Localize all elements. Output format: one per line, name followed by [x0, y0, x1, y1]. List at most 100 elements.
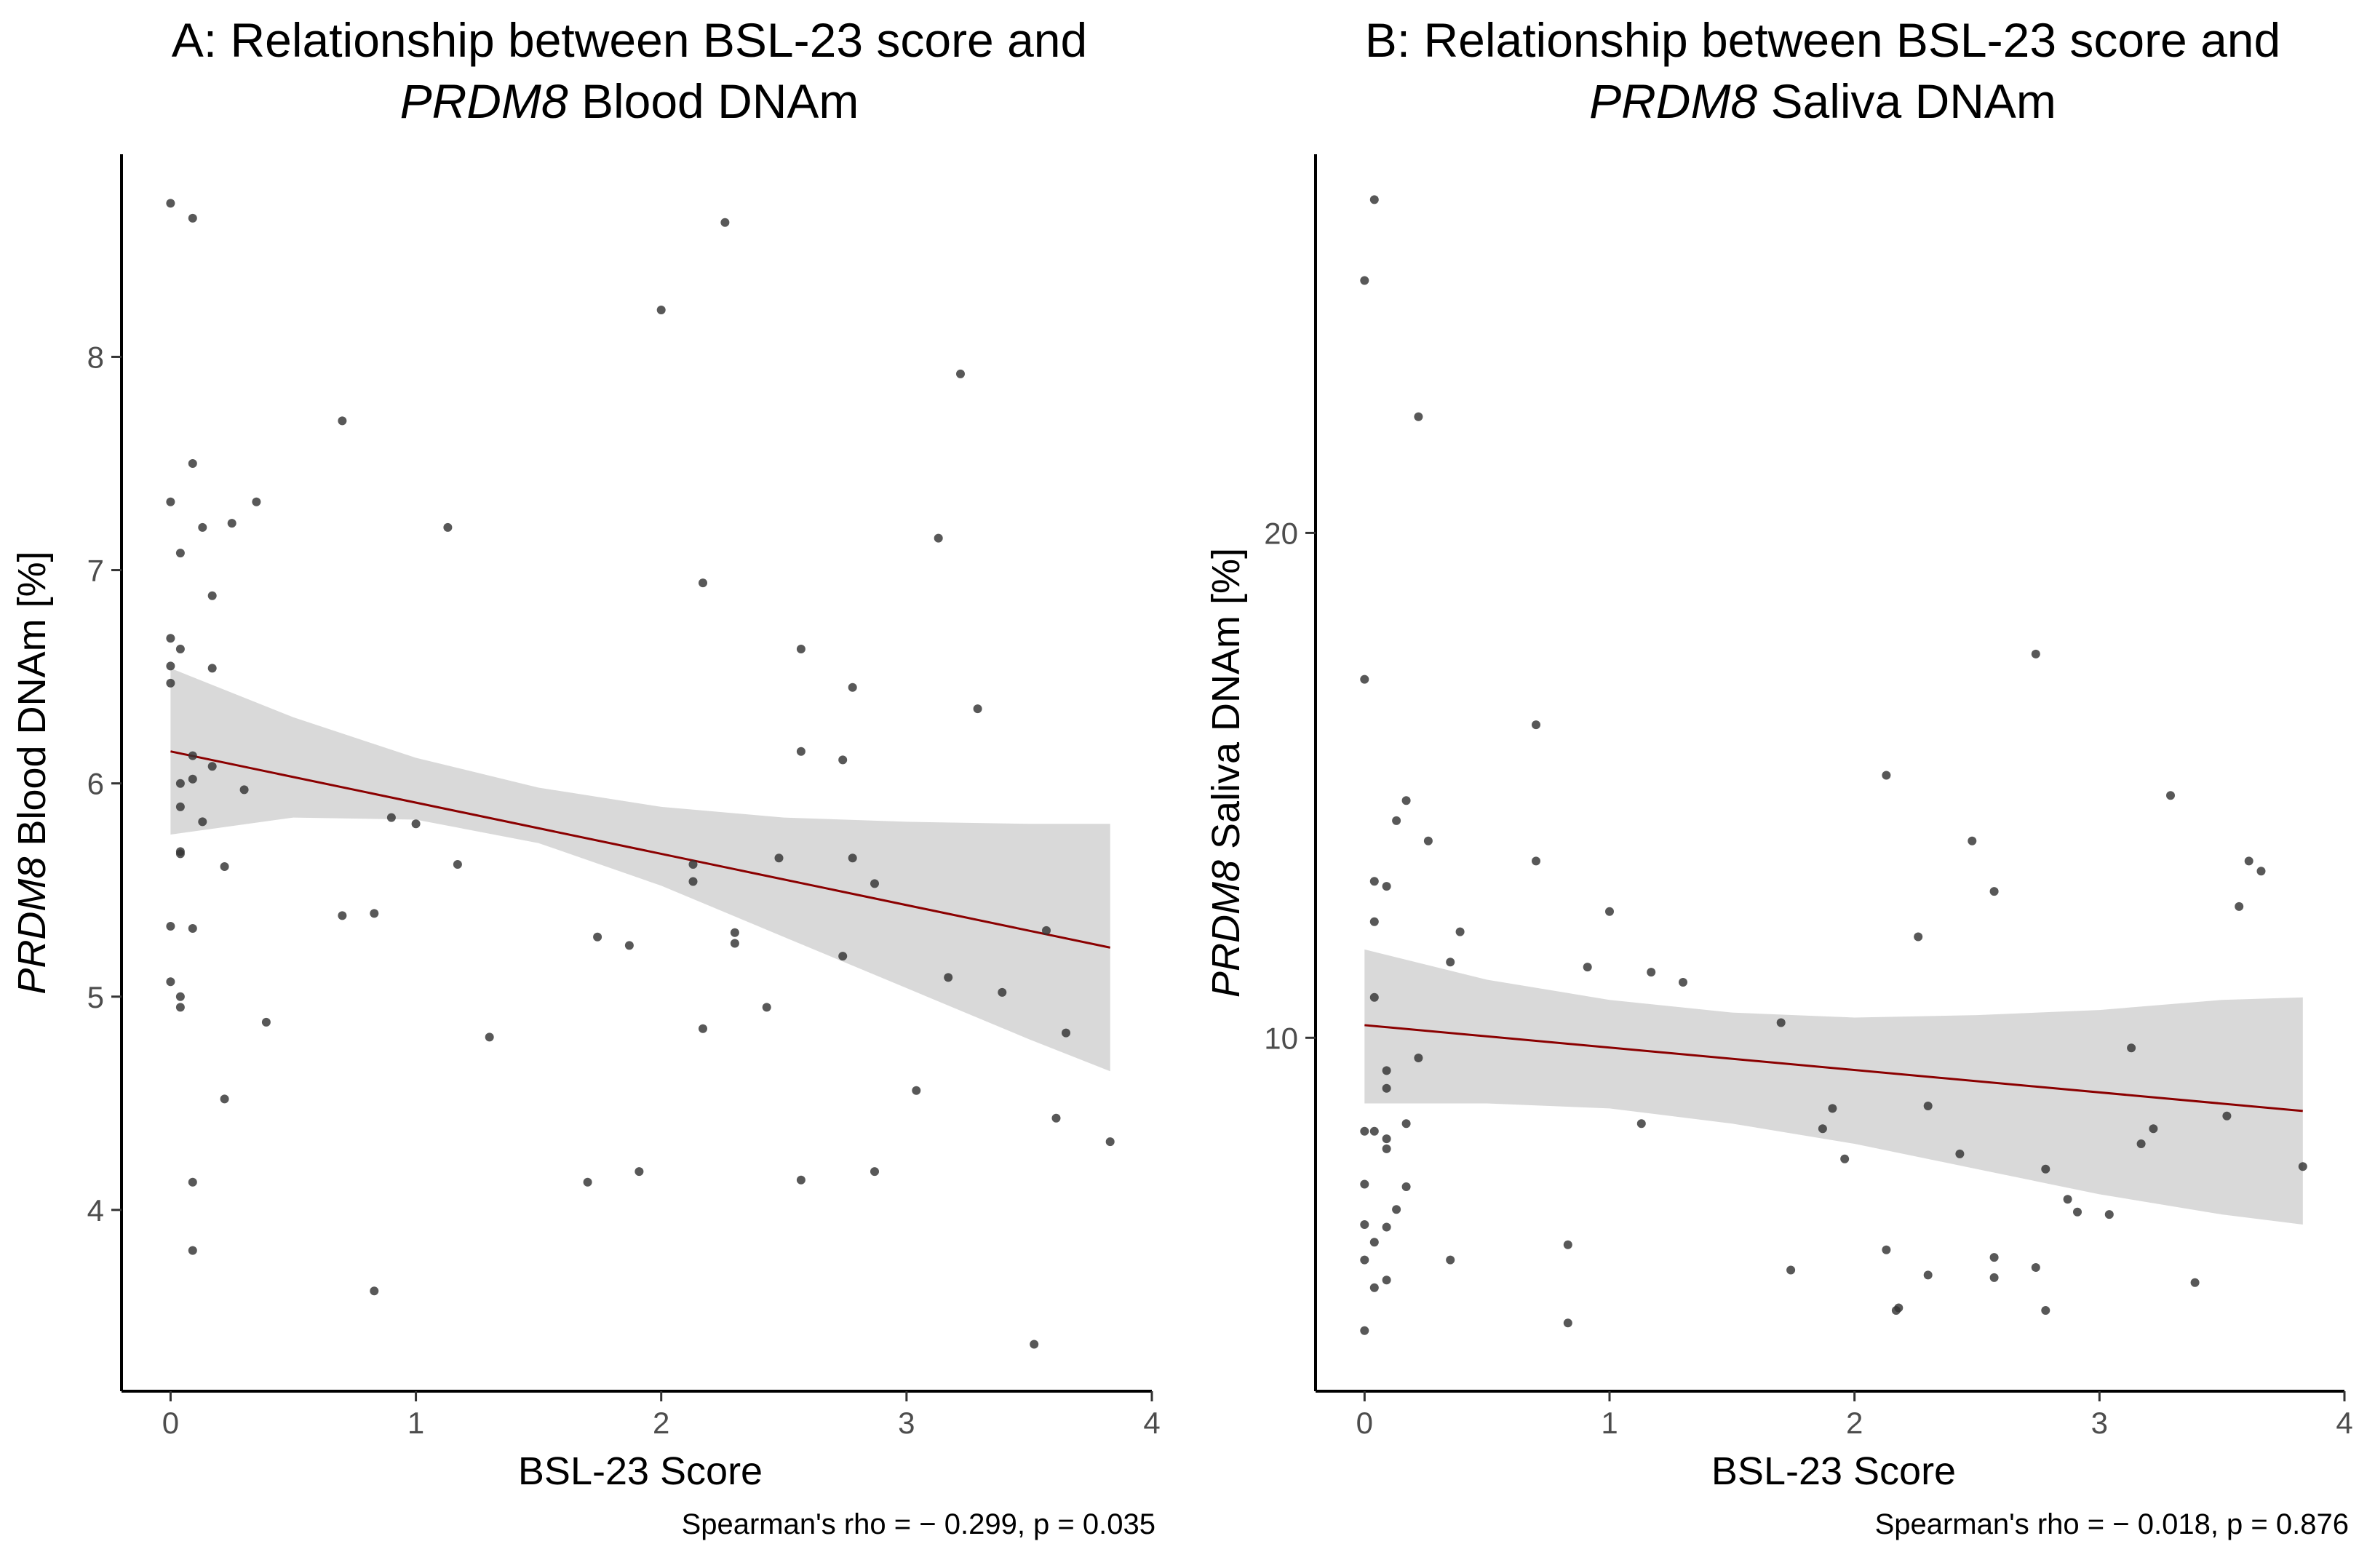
panel-a-x-axis-label: BSL-23 Score — [518, 1449, 763, 1493]
data-point — [2073, 1207, 2082, 1217]
x-tick-label: 2 — [653, 1406, 669, 1440]
data-point — [1369, 1238, 1379, 1247]
data-point — [1882, 771, 1891, 780]
data-point — [1818, 1124, 1827, 1134]
data-point — [870, 879, 879, 888]
data-point — [1360, 1326, 1369, 1335]
data-point — [166, 634, 175, 643]
data-point — [1828, 1104, 1837, 1113]
panel-b-caption: Spearman's rho = − 0.018, p = 0.876 — [1875, 1508, 2349, 1540]
data-point — [239, 785, 249, 795]
panel-a-caption: Spearman's rho = − 0.299, p = 0.035 — [682, 1508, 1155, 1540]
panel-a: A: Relationship between BSL-23 score and… — [10, 13, 1161, 1540]
data-point — [207, 664, 217, 673]
data-point — [1382, 882, 1391, 891]
data-point — [1914, 932, 1923, 942]
panel-b-fit-line — [1364, 1024, 2303, 1113]
data-point — [166, 678, 175, 688]
data-point — [2031, 1263, 2040, 1272]
data-point — [1392, 816, 1401, 825]
data-point — [848, 682, 857, 692]
data-point — [2136, 1139, 2146, 1148]
panel-b-y-axis-gene: PRDM8 — [1204, 860, 1248, 998]
data-point — [656, 306, 666, 314]
data-point — [1583, 963, 1592, 972]
data-point — [1382, 1083, 1391, 1093]
data-point — [1360, 1179, 1369, 1189]
panel-b-title-rest: Saliva DNAm — [1757, 74, 2056, 128]
data-point — [1563, 1318, 1572, 1328]
data-point — [1446, 1255, 1455, 1265]
data-point — [485, 1032, 494, 1042]
panel-b-y-axis-label: PRDM8 Saliva DNAm [%] — [1204, 548, 1248, 998]
panel-b-confidence-band — [1364, 949, 2303, 1225]
data-point — [188, 213, 197, 223]
data-point — [624, 941, 634, 950]
data-point — [583, 1177, 592, 1187]
y-tick-label: 10 — [1264, 1021, 1298, 1055]
data-point — [2127, 1043, 2136, 1053]
data-point — [1360, 1255, 1369, 1265]
x-tick-label: 3 — [898, 1406, 915, 1440]
data-point — [774, 853, 784, 863]
data-point — [1455, 927, 1465, 936]
data-point — [1923, 1102, 1933, 1110]
x-tick-label: 0 — [1356, 1406, 1373, 1440]
data-point — [634, 1167, 644, 1177]
data-point — [1423, 836, 1433, 845]
data-point — [1414, 1054, 1423, 1062]
data-point — [688, 860, 698, 869]
data-point — [1382, 1144, 1391, 1153]
data-point — [912, 1086, 921, 1095]
data-point — [411, 819, 421, 829]
panel-b-title-line2: PRDM8 Saliva DNAm — [1589, 74, 2056, 128]
x-tick-label: 1 — [1601, 1406, 1618, 1440]
data-point — [1042, 926, 1051, 935]
data-point — [198, 817, 207, 827]
data-point — [1392, 1205, 1401, 1214]
panel-a-title-rest: Blood DNAm — [568, 74, 859, 128]
panel-a-y-axis-label: PRDM8 Blood DNAm [%] — [10, 551, 54, 994]
y-tick-label: 5 — [87, 980, 104, 1014]
data-point — [796, 747, 805, 756]
data-point — [730, 928, 739, 937]
data-point — [1369, 917, 1379, 926]
panel-b-y-axis-rest: Saliva DNAm [%] — [1204, 548, 1248, 860]
data-point — [973, 704, 982, 714]
data-point — [1786, 1265, 1796, 1275]
panel-a-title-line2: PRDM8 Blood DNAm — [400, 74, 859, 128]
x-tick-label: 4 — [1143, 1406, 1160, 1440]
panel-b-ticks: 0 1 2 3 4 10 20 — [1264, 516, 2352, 1440]
data-point — [1369, 877, 1379, 886]
data-point — [1446, 958, 1455, 967]
data-point — [166, 199, 175, 208]
data-point — [1360, 1126, 1369, 1136]
data-point — [207, 762, 217, 771]
data-point — [175, 992, 185, 1001]
data-point — [730, 939, 739, 948]
data-point — [934, 533, 943, 543]
data-point — [944, 973, 953, 982]
data-point — [338, 911, 347, 920]
data-point — [1401, 1119, 1411, 1129]
data-point — [1636, 1119, 1646, 1129]
panel-b-title-gene: PRDM8 — [1589, 74, 1757, 128]
data-point — [796, 1175, 805, 1185]
data-point — [175, 779, 185, 788]
y-tick-label: 7 — [87, 554, 104, 588]
data-point — [956, 369, 965, 378]
data-point — [443, 522, 453, 532]
data-point — [1989, 1253, 1999, 1262]
data-point — [1401, 1182, 1411, 1191]
data-point — [175, 549, 185, 558]
data-point — [338, 416, 347, 426]
data-point — [1989, 1273, 1999, 1282]
panel-b-x-axis-label: BSL-23 Score — [1711, 1449, 1956, 1493]
data-point — [848, 853, 857, 863]
panel-b: B: Relationship between BSL-23 score and… — [1204, 13, 2353, 1540]
data-point — [2166, 791, 2175, 800]
data-point — [1840, 1154, 1850, 1163]
data-point — [1605, 907, 1614, 916]
data-point — [1679, 978, 1687, 987]
data-point — [198, 522, 207, 532]
